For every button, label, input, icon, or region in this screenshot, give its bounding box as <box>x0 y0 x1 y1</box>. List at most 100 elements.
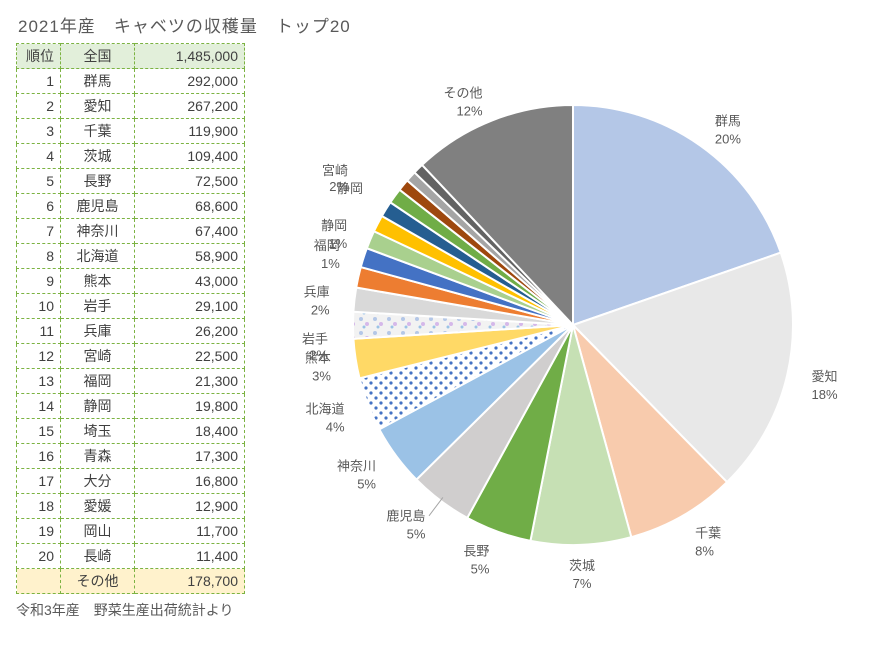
value-cell: 68,600 <box>135 194 245 219</box>
rank-cell: 15 <box>17 419 61 444</box>
table-row: 4茨城109,400 <box>17 144 245 169</box>
rank-cell: 8 <box>17 244 61 269</box>
table-row: 13福岡21,300 <box>17 369 245 394</box>
slice-pct: 5% <box>357 477 376 492</box>
main-layout: 順位 全国 1,485,000 1群馬292,0002愛知267,2003千葉1… <box>16 43 862 620</box>
rank-cell: 11 <box>17 319 61 344</box>
rank-cell: 17 <box>17 469 61 494</box>
pref-cell: 熊本 <box>61 269 135 294</box>
pref-cell: 北海道 <box>61 244 135 269</box>
pref-cell: 長崎 <box>61 544 135 569</box>
slice-pct: 1% <box>328 236 347 251</box>
value-cell: 18,400 <box>135 419 245 444</box>
pie-chart: 群馬20%愛知18%千葉8%茨城7%長野5%鹿児島5%神奈川5%北海道4%熊本3… <box>273 35 833 595</box>
col-total-header: 1,485,000 <box>135 44 245 69</box>
slice-pct: 5% <box>471 561 490 576</box>
slice-label: 茨城 <box>569 558 595 573</box>
value-cell: 267,200 <box>135 94 245 119</box>
pref-cell: 愛知 <box>61 94 135 119</box>
value-cell: 21,300 <box>135 369 245 394</box>
table-row: 18愛媛12,900 <box>17 494 245 519</box>
slice-label: 神奈川 <box>337 459 376 474</box>
value-cell: 12,900 <box>135 494 245 519</box>
table-block: 順位 全国 1,485,000 1群馬292,0002愛知267,2003千葉1… <box>16 43 245 620</box>
slice-pct: 4% <box>326 419 345 434</box>
table-row: 5長野72,500 <box>17 169 245 194</box>
source-footnote: 令和3年産 野菜生産出荷統計より <box>16 600 245 620</box>
value-cell: 72,500 <box>135 169 245 194</box>
rank-cell: 5 <box>17 169 61 194</box>
table-row: 2愛知267,200 <box>17 94 245 119</box>
table-row: 15埼玉18,400 <box>17 419 245 444</box>
col-pref-header: 全国 <box>61 44 135 69</box>
pref-cell: 宮崎 <box>61 344 135 369</box>
pref-cell: 青森 <box>61 444 135 469</box>
slice-pct: 2% <box>311 303 330 318</box>
slice-label: 北海道 <box>306 401 345 416</box>
table-row: 12宮崎22,500 <box>17 344 245 369</box>
col-rank-header: 順位 <box>17 44 61 69</box>
table-row: 16青森17,300 <box>17 444 245 469</box>
slice-label: 兵庫 <box>304 285 330 300</box>
rank-cell: 2 <box>17 94 61 119</box>
rank-cell: 19 <box>17 519 61 544</box>
value-cell: 11,700 <box>135 519 245 544</box>
pref-cell: 鹿児島 <box>61 194 135 219</box>
pref-cell: 福岡 <box>61 369 135 394</box>
rank-cell: 13 <box>17 369 61 394</box>
value-cell: 29,100 <box>135 294 245 319</box>
pref-cell: 長野 <box>61 169 135 194</box>
rank-cell: 14 <box>17 394 61 419</box>
chart-title: 2021年産 キャベツの収穫量 トップ20 <box>18 12 862 37</box>
other-rank-cell <box>17 569 61 594</box>
table-row: 1群馬292,000 <box>17 69 245 94</box>
rank-cell: 10 <box>17 294 61 319</box>
value-cell: 19,800 <box>135 394 245 419</box>
value-cell: 67,400 <box>135 219 245 244</box>
extra-label: 宮崎 <box>322 163 348 178</box>
value-cell: 109,400 <box>135 144 245 169</box>
value-cell: 292,000 <box>135 69 245 94</box>
pref-cell: 静岡 <box>61 394 135 419</box>
pref-cell: 千葉 <box>61 119 135 144</box>
pref-cell: 岩手 <box>61 294 135 319</box>
value-cell: 11,400 <box>135 544 245 569</box>
table-row: 11兵庫26,200 <box>17 319 245 344</box>
rank-cell: 7 <box>17 219 61 244</box>
value-cell: 43,000 <box>135 269 245 294</box>
rank-cell: 4 <box>17 144 61 169</box>
value-cell: 119,900 <box>135 119 245 144</box>
slice-pct: 7% <box>573 576 592 591</box>
slice-pct: 12% <box>457 103 483 118</box>
pref-cell: 岡山 <box>61 519 135 544</box>
slice-label: 群馬 <box>715 113 741 128</box>
slice-label: 長野 <box>463 543 489 558</box>
slice-label: 愛知 <box>812 369 838 384</box>
pref-cell: 神奈川 <box>61 219 135 244</box>
table-row: 17大分16,800 <box>17 469 245 494</box>
table-row: 14静岡19,800 <box>17 394 245 419</box>
extra-label: 静岡 <box>337 181 363 196</box>
value-cell: 26,200 <box>135 319 245 344</box>
slice-pct: 3% <box>312 369 331 384</box>
rank-cell: 9 <box>17 269 61 294</box>
pref-cell: 愛媛 <box>61 494 135 519</box>
table-row: 8北海道58,900 <box>17 244 245 269</box>
rank-cell: 20 <box>17 544 61 569</box>
slice-label: 静岡 <box>321 218 347 233</box>
slice-pct: 18% <box>812 387 838 402</box>
table-row: 7神奈川67,400 <box>17 219 245 244</box>
table-row: 9熊本43,000 <box>17 269 245 294</box>
slice-label: その他 <box>444 85 483 100</box>
other-value-cell: 178,700 <box>135 569 245 594</box>
pref-cell: 茨城 <box>61 144 135 169</box>
value-cell: 16,800 <box>135 469 245 494</box>
pref-cell: 埼玉 <box>61 419 135 444</box>
table-row: 20長崎11,400 <box>17 544 245 569</box>
rank-cell: 16 <box>17 444 61 469</box>
rank-cell: 12 <box>17 344 61 369</box>
rank-cell: 6 <box>17 194 61 219</box>
rank-cell: 1 <box>17 69 61 94</box>
other-label-cell: その他 <box>61 569 135 594</box>
slice-label: 鹿児島 <box>386 509 425 524</box>
